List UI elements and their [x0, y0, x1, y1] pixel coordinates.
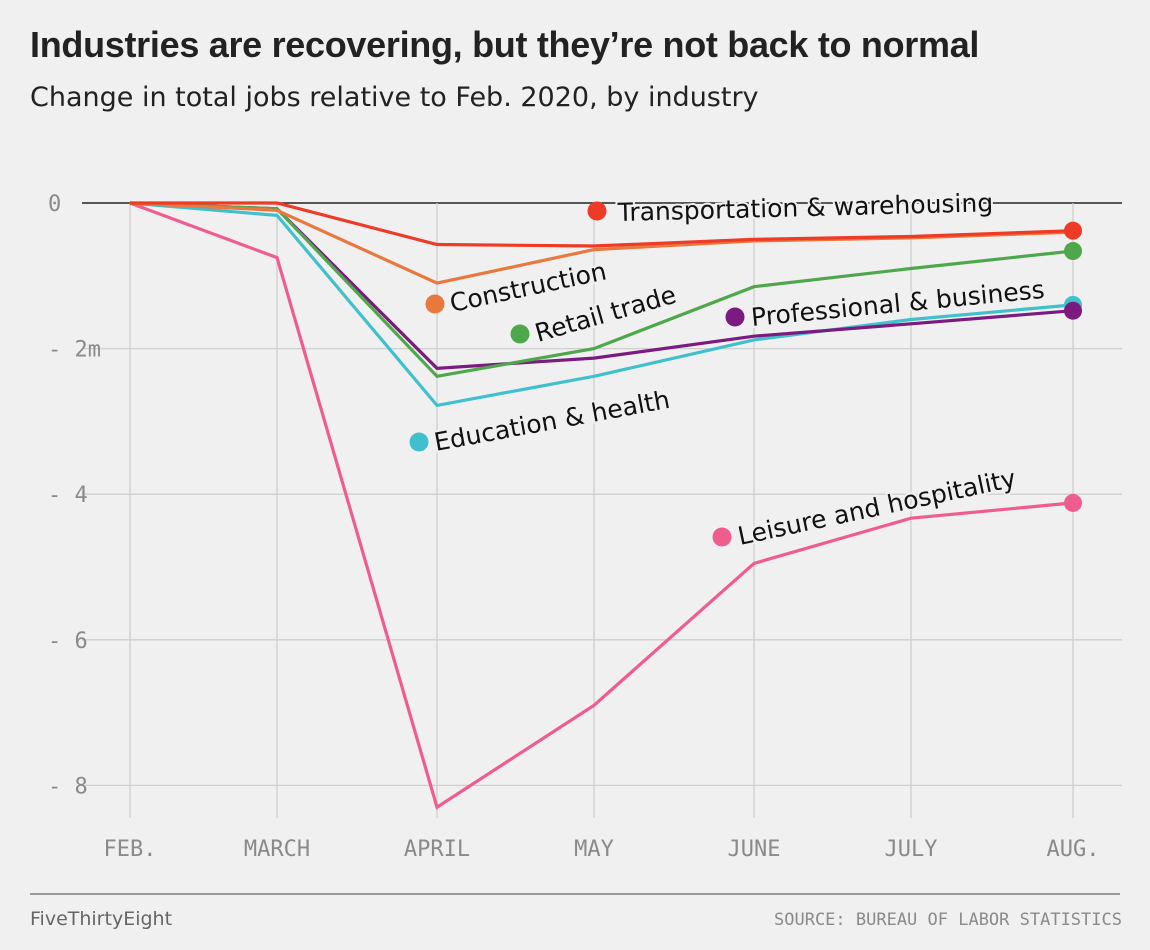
- x-tick-label: MARCH: [244, 837, 310, 862]
- y-tick-label: - 6: [48, 629, 88, 654]
- series-line-leisure-and-hospitality: [129, 201, 1074, 810]
- x-tick-label: JUNE: [728, 837, 781, 862]
- series-label-transportation-and-warehousing: Transportation & warehousing: [616, 188, 993, 227]
- brand-name: FiveThirtyEight: [30, 908, 173, 930]
- series-line-transportation-and-warehousing: [130, 201, 1074, 248]
- x-tick-label: JULY: [885, 837, 938, 862]
- label-dot-leisure-and-hospitality: [712, 527, 732, 547]
- end-marker-retail-trade: [1064, 242, 1082, 261]
- label-dot-transportation-and-warehousing: [587, 201, 607, 221]
- x-tick-label: APRIL: [404, 837, 470, 862]
- y-tick-label: 0: [48, 192, 61, 217]
- label-dot-professional-and-business: [725, 307, 745, 327]
- y-tick-label: - 2m: [48, 338, 101, 363]
- x-tick-label: MAY: [574, 837, 614, 862]
- y-tick-label: - 8: [48, 774, 88, 799]
- x-tick-label: AUG.: [1047, 837, 1100, 862]
- end-marker-transportation-and-warehousing: [1064, 221, 1082, 240]
- chart-title: Industries are recovering, but they’re n…: [30, 24, 980, 65]
- label-dot-construction: [425, 294, 445, 314]
- label-dot-retail-trade: [510, 324, 530, 344]
- y-tick-label: - 4: [48, 483, 88, 508]
- series-label-education-and-health: Education & health: [432, 385, 672, 457]
- label-dot-education-and-health: [409, 432, 429, 452]
- series-label-leisure-and-hospitality: Leisure and hospitality: [735, 464, 1018, 551]
- x-tick-label: FEB.: [104, 837, 157, 862]
- footer-divider: [30, 893, 1120, 895]
- end-marker-leisure-and-hospitality: [1064, 493, 1082, 512]
- chart-subtitle: Change in total jobs relative to Feb. 20…: [30, 82, 759, 113]
- series-line-education-and-health: [129, 201, 1074, 408]
- source-note: SOURCE: BUREAU OF LABOR STATISTICS: [774, 910, 1122, 930]
- end-marker-professional-and-business: [1064, 301, 1082, 320]
